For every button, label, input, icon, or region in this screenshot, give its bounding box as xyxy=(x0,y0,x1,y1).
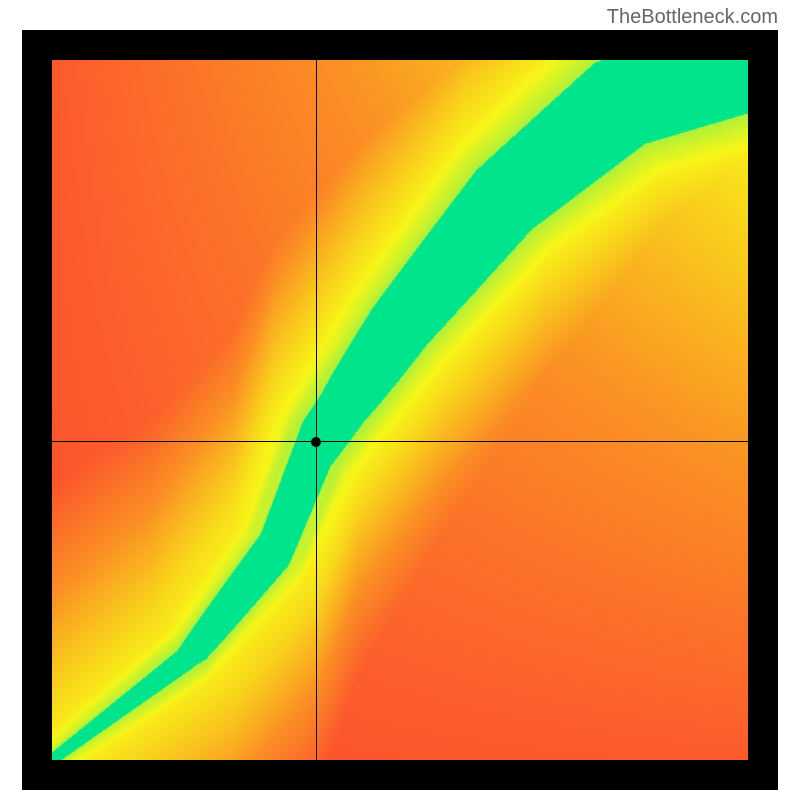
crosshair-horizontal xyxy=(52,441,748,442)
crosshair-vertical xyxy=(316,60,317,760)
heatmap-container: TheBottleneck.com xyxy=(0,0,800,800)
marker-dot xyxy=(311,437,321,447)
heatmap-canvas xyxy=(52,60,748,760)
watermark-text: TheBottleneck.com xyxy=(607,6,778,29)
